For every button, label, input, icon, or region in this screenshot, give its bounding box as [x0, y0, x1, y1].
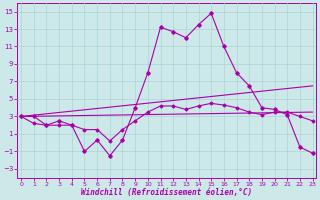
X-axis label: Windchill (Refroidissement éolien,°C): Windchill (Refroidissement éolien,°C)	[81, 188, 252, 197]
